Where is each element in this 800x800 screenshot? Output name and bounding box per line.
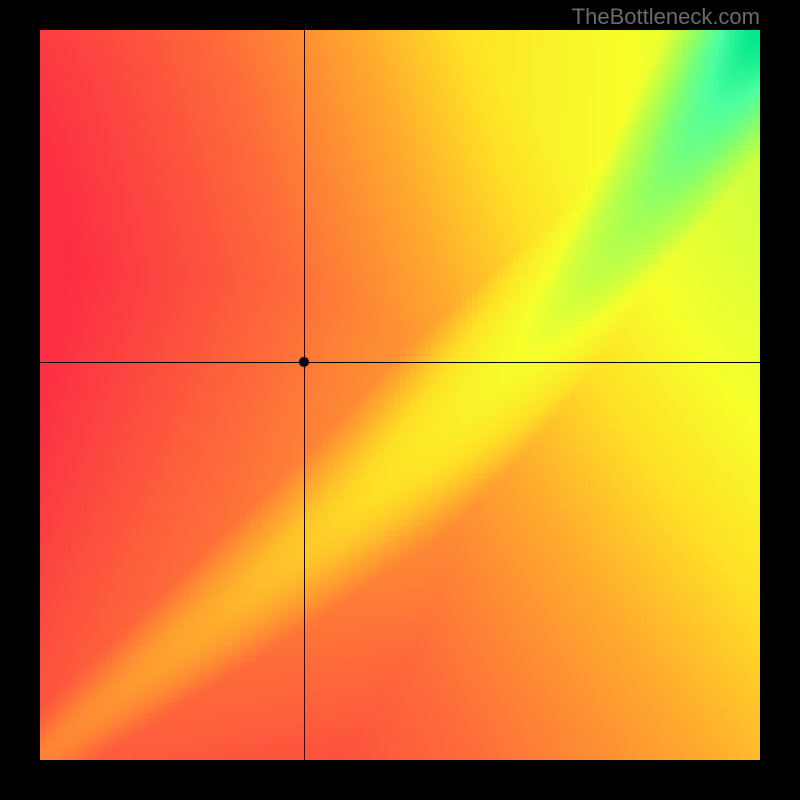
crosshair-horizontal — [40, 362, 760, 363]
watermark-text: TheBottleneck.com — [572, 4, 760, 30]
bottleneck-heatmap — [40, 30, 760, 760]
crosshair-marker — [298, 356, 310, 368]
crosshair-vertical — [304, 30, 305, 760]
chart-container: TheBottleneck.com — [0, 0, 800, 800]
